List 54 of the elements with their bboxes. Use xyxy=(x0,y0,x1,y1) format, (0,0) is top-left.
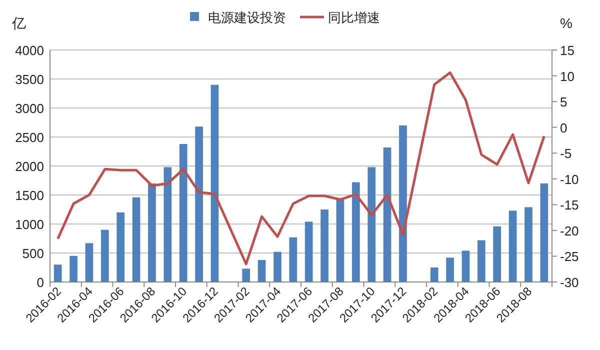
y-tick-label: 2500 xyxy=(15,130,44,145)
bar xyxy=(70,256,78,282)
bar xyxy=(477,240,486,282)
bar xyxy=(336,199,344,282)
bar xyxy=(304,222,313,282)
bar xyxy=(383,147,392,282)
bar xyxy=(242,268,250,282)
bar xyxy=(85,243,94,282)
bar xyxy=(368,167,376,282)
bar xyxy=(100,230,109,282)
y2-tick-label: -20 xyxy=(560,223,579,238)
y-tick-label: 1500 xyxy=(15,188,44,203)
bar xyxy=(148,183,156,282)
legend-label: 同比增速 xyxy=(328,10,380,25)
y2-tick-label: -15 xyxy=(560,198,579,213)
bar xyxy=(430,268,438,282)
y2-tick-label: 5 xyxy=(560,94,568,110)
y-tick-label: 3000 xyxy=(15,101,44,116)
bar xyxy=(274,252,282,282)
bar xyxy=(210,84,219,282)
bar xyxy=(352,182,360,282)
bar xyxy=(540,183,548,282)
y-tick-label: 1000 xyxy=(15,217,44,232)
bar xyxy=(116,212,125,282)
y-axis-title: 亿 xyxy=(11,15,26,31)
bar xyxy=(524,207,532,282)
y2-tick-label: -5 xyxy=(560,146,572,162)
line-series xyxy=(56,71,546,266)
y2-tick-label: 10 xyxy=(560,68,574,84)
bar xyxy=(493,226,502,282)
y2-tick-label: -30 xyxy=(560,275,579,290)
y2-tick-label: 15 xyxy=(560,43,574,58)
y2-tick-label: -25 xyxy=(560,249,579,264)
y2-axis-title: % xyxy=(560,15,572,31)
bar xyxy=(462,250,470,282)
bar xyxy=(132,197,140,282)
bar xyxy=(195,126,203,282)
bar xyxy=(320,210,328,282)
y-tick-label: 4000 xyxy=(15,43,44,58)
legend-label: 电源建设投资 xyxy=(208,10,286,25)
bar xyxy=(446,258,454,282)
y-tick-label: 3500 xyxy=(15,72,44,87)
y-tick-label: 2000 xyxy=(15,159,44,174)
y-tick-label: 0 xyxy=(36,275,44,290)
bar xyxy=(179,144,188,282)
y2-tick-label: 0 xyxy=(560,120,568,136)
y-tick-label: 500 xyxy=(22,246,44,261)
bar xyxy=(164,167,172,282)
bar xyxy=(258,260,266,282)
y2-tick-label: -10 xyxy=(560,172,579,187)
bar xyxy=(54,264,62,282)
bar xyxy=(399,125,407,282)
bar xyxy=(289,237,298,282)
bar xyxy=(508,210,517,282)
